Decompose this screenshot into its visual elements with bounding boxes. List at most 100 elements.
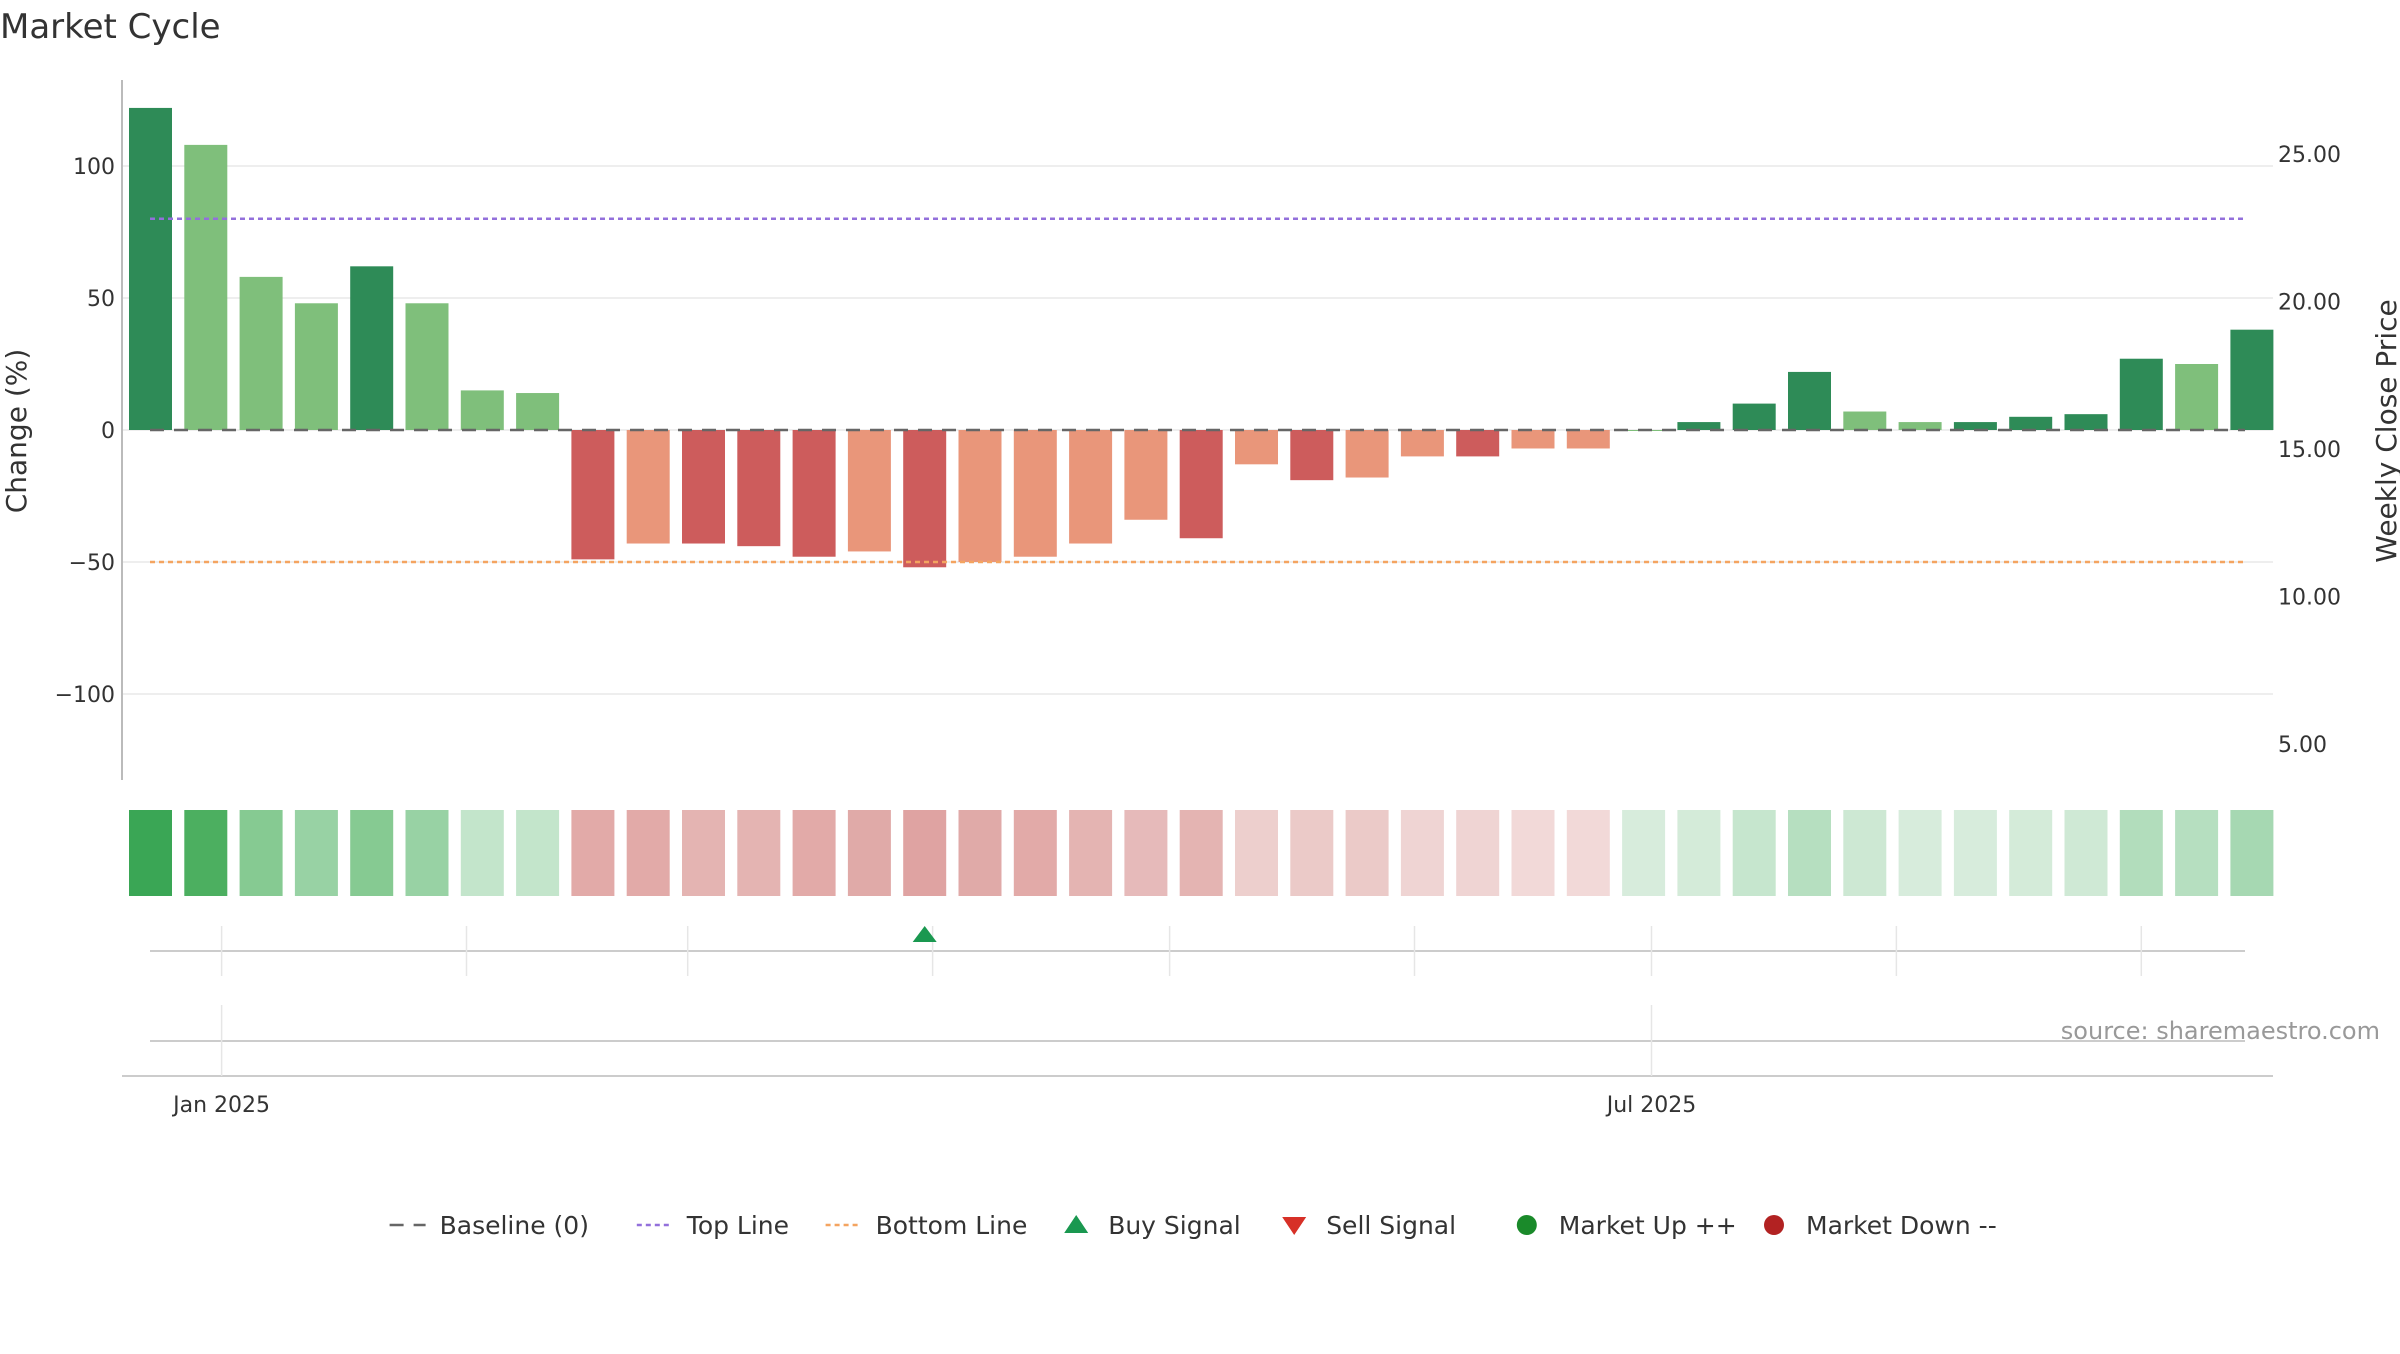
bar bbox=[682, 430, 725, 544]
axis-layer: 100 50 0 −50 −100 25.00 20.00 15.00 10.00 5.00 bbox=[55, 80, 2341, 780]
heat-strip bbox=[129, 810, 2274, 896]
legend-item: Buy Signal bbox=[1064, 1211, 1241, 1240]
bar bbox=[1345, 430, 1389, 478]
heat-cell bbox=[1898, 810, 1942, 896]
bar bbox=[2009, 416, 2053, 430]
bar bbox=[1456, 430, 1500, 457]
bar bbox=[184, 144, 228, 430]
bar bbox=[2175, 364, 2219, 430]
heat-cell bbox=[1511, 810, 1555, 896]
bar bbox=[1898, 422, 1942, 430]
heat-cell bbox=[626, 810, 670, 896]
y-tick-label: 0 bbox=[101, 419, 115, 444]
bar bbox=[847, 430, 891, 552]
heat-cell bbox=[1179, 810, 1223, 896]
bar bbox=[1400, 430, 1444, 457]
legend-item: Baseline (0) bbox=[389, 1211, 589, 1240]
heat-cell bbox=[1069, 810, 1113, 896]
bar bbox=[2230, 329, 2274, 430]
legend-buy-triangle-icon bbox=[1064, 1215, 1089, 1233]
legend-label: Market Down -- bbox=[1806, 1211, 1997, 1240]
y-tick-label: −50 bbox=[69, 551, 115, 576]
heat-cell bbox=[958, 810, 1002, 896]
bar bbox=[1677, 422, 1721, 430]
heat-cell bbox=[737, 810, 781, 896]
heat-cell bbox=[1400, 810, 1444, 896]
heat-cell bbox=[129, 810, 172, 896]
bar bbox=[294, 303, 338, 430]
bar bbox=[1013, 430, 1057, 557]
bar bbox=[460, 390, 504, 430]
x-axis: Jan 2025 Jul 2025 bbox=[122, 1005, 2273, 1118]
heat-cell bbox=[516, 810, 560, 896]
heat-cell bbox=[1953, 810, 1997, 896]
bar bbox=[1788, 371, 1831, 430]
bar bbox=[1732, 403, 1776, 430]
heat-cell bbox=[2009, 810, 2053, 896]
heat-cell bbox=[350, 810, 394, 896]
bar bbox=[1235, 430, 1278, 465]
legend-item: Top Line bbox=[636, 1211, 789, 1240]
heat-cell bbox=[1566, 810, 1610, 896]
legend-item: Market Up ++ bbox=[1516, 1211, 1737, 1240]
heat-cell bbox=[1345, 810, 1389, 896]
legend-circle-icon bbox=[1516, 1215, 1537, 1235]
heat-cell bbox=[1456, 810, 1500, 896]
bar bbox=[129, 107, 172, 431]
heat-cell bbox=[2175, 810, 2219, 896]
y2-tick-label: 15.00 bbox=[2278, 438, 2341, 463]
heat-cell bbox=[405, 810, 449, 896]
legend-sell-triangle-icon bbox=[1282, 1217, 1307, 1235]
bar bbox=[1179, 430, 1223, 539]
legend-label: Sell Signal bbox=[1326, 1211, 1456, 1240]
bar bbox=[405, 303, 449, 430]
y-tick-label: 50 bbox=[87, 287, 115, 312]
bar bbox=[903, 430, 947, 568]
bar bbox=[737, 430, 781, 547]
legend: Baseline (0) Top Line Bottom Line Buy Signa… bbox=[389, 1211, 1997, 1240]
heat-cell bbox=[2064, 810, 2108, 896]
reference-lines bbox=[150, 217, 2245, 564]
legend-label: Market Up ++ bbox=[1559, 1211, 1737, 1240]
y-tick-label: 100 bbox=[73, 155, 115, 180]
heat-cell bbox=[1290, 810, 1334, 896]
heat-cell bbox=[1013, 810, 1057, 896]
heat-cell bbox=[903, 810, 947, 896]
heat-cell bbox=[682, 810, 725, 896]
bar bbox=[1290, 430, 1334, 481]
heat-cell bbox=[792, 810, 836, 896]
legend-label: Top Line bbox=[686, 1211, 789, 1240]
chart-title: Market Cycle bbox=[0, 7, 221, 47]
bar bbox=[2064, 414, 2108, 430]
bar bbox=[239, 276, 283, 430]
legend-label: Bottom Line bbox=[876, 1211, 1028, 1240]
bar bbox=[1843, 411, 1887, 430]
signal-strip bbox=[150, 926, 2245, 976]
bar bbox=[516, 393, 560, 430]
y2-tick-label: 10.00 bbox=[2278, 585, 2341, 610]
heat-cell bbox=[847, 810, 891, 896]
heat-cell bbox=[2119, 810, 2163, 896]
bar bbox=[571, 430, 615, 560]
bar bbox=[626, 430, 670, 544]
heat-cell bbox=[1732, 810, 1776, 896]
buy-signal-marker bbox=[912, 926, 937, 942]
bar-layer bbox=[129, 107, 2274, 568]
heat-cell bbox=[1124, 810, 1168, 896]
legend-circle-icon bbox=[1764, 1215, 1784, 1235]
legend-label: Baseline (0) bbox=[440, 1211, 589, 1240]
y-axis-title: Change (%) bbox=[0, 349, 33, 514]
x-tick-label: Jul 2025 bbox=[1605, 1093, 1697, 1118]
y-tick-label: −100 bbox=[55, 683, 115, 708]
bar bbox=[2119, 358, 2163, 430]
bar bbox=[1953, 422, 1997, 430]
x-tick-label: Jan 2025 bbox=[171, 1093, 270, 1118]
bar bbox=[1511, 430, 1555, 449]
heat-cell bbox=[1235, 810, 1278, 896]
bar bbox=[958, 430, 1002, 562]
y2-tick-label: 5.00 bbox=[2278, 733, 2327, 758]
bar bbox=[1124, 430, 1168, 520]
bar bbox=[792, 430, 836, 557]
